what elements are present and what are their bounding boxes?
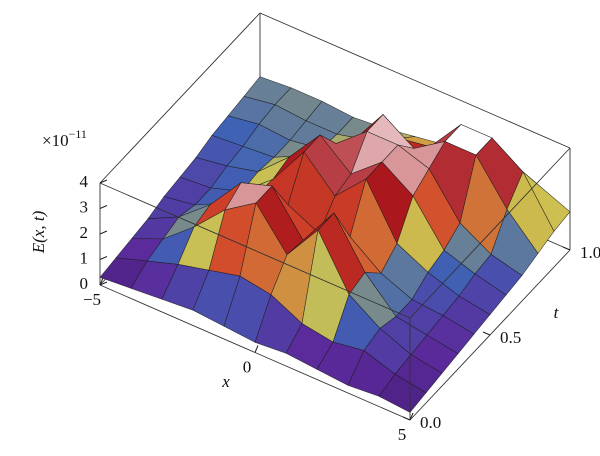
z-tick [99, 230, 108, 235]
y-tick-label: 0.5 [500, 328, 521, 347]
y-tick [482, 331, 491, 336]
t-axis-label: t [554, 303, 560, 322]
y-tick [562, 246, 571, 251]
z-multiplier-base: ×10 [42, 131, 69, 150]
x-tick [254, 345, 259, 353]
z-tick [99, 281, 108, 286]
x-axis-label: x [221, 372, 230, 391]
x-tick [99, 277, 104, 286]
x-tick-label: 0 [243, 357, 252, 376]
box-edge [99, 182, 411, 319]
x-tick-label: −5 [83, 290, 101, 309]
z-exponent: −11 [69, 127, 87, 141]
surface-patch [378, 373, 427, 413]
z-tick [99, 205, 108, 209]
box-edge [409, 147, 571, 319]
z-tick-label: 1 [80, 248, 89, 267]
box-edge [259, 12, 571, 149]
y-tick [402, 416, 411, 421]
x-tick-label: 5 [398, 425, 407, 444]
y-tick-label: 0.0 [420, 413, 441, 432]
x-tick [409, 412, 414, 421]
z-tick-label: 2 [80, 223, 89, 242]
z-multiplier: ×10−11 [42, 127, 87, 150]
z-tick-label: 3 [80, 197, 89, 216]
z-axis-label: E(x, t) [29, 210, 48, 254]
z-tick-label: 0 [80, 274, 89, 293]
z-tick [99, 179, 108, 184]
z-tick-label: 4 [80, 172, 89, 191]
z-tick [99, 256, 108, 260]
surface [99, 76, 571, 413]
box-edge [99, 12, 261, 184]
y-tick-label: 1.0 [580, 243, 600, 262]
